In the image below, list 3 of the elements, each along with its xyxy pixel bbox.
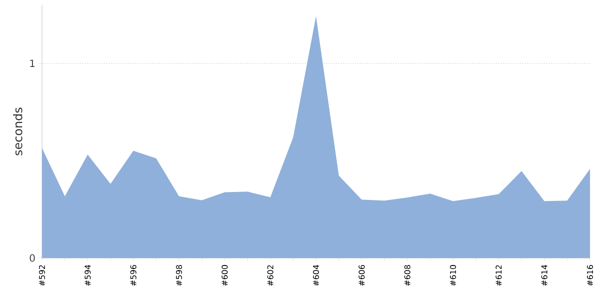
y-axis-title: seconds xyxy=(13,108,22,156)
y-tick-label: 0 xyxy=(30,254,35,262)
y-tick-label: 1 xyxy=(30,60,35,68)
